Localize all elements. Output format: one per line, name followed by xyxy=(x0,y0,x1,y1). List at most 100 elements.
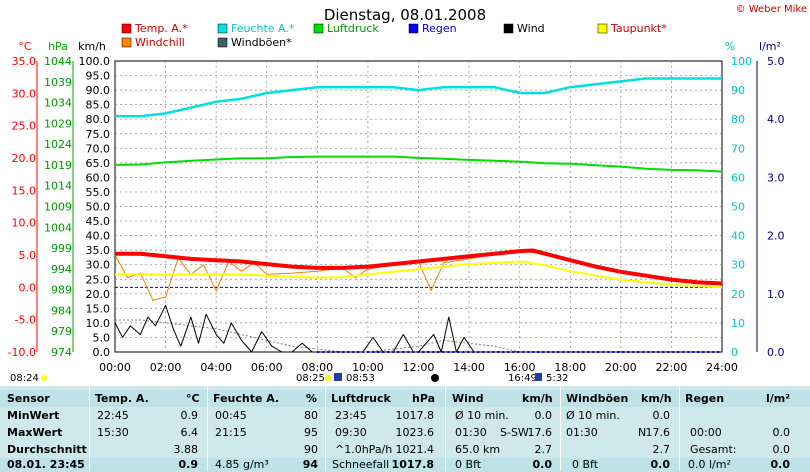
tick-temp: 0.0 xyxy=(19,281,37,294)
tick-x: 18:00 xyxy=(554,361,586,374)
legend-label: Taupunkt* xyxy=(610,22,667,35)
statistics-table: Sensor Temp. A. °C Feuchte A. % Luftdruc… xyxy=(0,386,810,472)
tick-pressure: 1019 xyxy=(44,159,72,172)
tick-pressure: 1034 xyxy=(44,97,72,110)
wind-label: 65.0 km xyxy=(455,443,501,456)
tick-rain: 0.0 xyxy=(767,346,785,359)
temp-value: 0.9 xyxy=(178,458,199,471)
tick-temp: 20.0 xyxy=(12,152,37,165)
tick-wind: 5.0 xyxy=(93,331,111,344)
tick-wind: 15.0 xyxy=(86,302,111,315)
wind-label: 01:30 xyxy=(455,426,487,439)
table-row-current: 08.01. 23:45 0.9 4.85 g/m³ 94 Schneefall… xyxy=(0,458,810,472)
series-line xyxy=(115,248,723,286)
legend-swatch xyxy=(503,23,514,34)
pressure-value: 1017.8 xyxy=(391,458,434,471)
table-row: Durchschnitt 3.88 90 ^1.0hPa/h 1021.4 65… xyxy=(0,441,810,458)
tick-wind: 85.0 xyxy=(86,99,111,112)
legend-swatch xyxy=(597,23,608,34)
legend-label: Regen xyxy=(422,22,457,35)
gust-label: Ø 10 min. xyxy=(566,409,620,422)
legend-swatch xyxy=(121,23,132,34)
tick-x: 00:00 xyxy=(99,361,131,374)
row-label: Durchschnitt xyxy=(7,443,87,456)
tick-wind: 20.0 xyxy=(86,288,111,301)
table-row: MaxWert 15:30 6.4 21:15 95 09:30 1023.6 … xyxy=(0,424,810,441)
table-row: MinWert 22:45 0.9 00:45 80 23:45 1017.8 … xyxy=(0,407,810,424)
sun-icon xyxy=(325,375,331,381)
tick-humidity: 60 xyxy=(731,171,745,184)
tick-rain: 2.0 xyxy=(767,230,785,243)
gust-value: 17.6 xyxy=(645,426,671,439)
gust-value: 0.0 xyxy=(650,458,671,471)
series-line xyxy=(115,319,722,353)
legend-label: Temp. A.* xyxy=(134,22,188,35)
pressure-time: 23:45 xyxy=(335,409,367,422)
new-moon-icon xyxy=(431,374,439,382)
legend-label: Luftdruck xyxy=(327,22,379,35)
weather-chart: Dienstag, 08.01.2008 © Weber Mike Temp. A.… xyxy=(8,4,807,384)
marker-label: 5:32 xyxy=(546,373,568,384)
humidity-abs: 4.85 g/m³ xyxy=(215,458,269,471)
tick-x: 02:00 xyxy=(150,361,182,374)
tick-pressure: 979 xyxy=(51,325,72,338)
tick-temp: -10.0 xyxy=(8,346,36,359)
axis-label-humidity: % xyxy=(725,40,735,53)
tick-pressure: 994 xyxy=(51,263,72,276)
tick-x: 16:00 xyxy=(504,361,536,374)
row-label: 08.01. 23:45 xyxy=(7,458,85,471)
marker-label: 08:24 xyxy=(10,373,39,384)
tick-wind: 40.0 xyxy=(86,230,111,243)
row-label: MaxWert xyxy=(7,426,63,439)
axis-label-wind: km/h xyxy=(78,40,106,53)
temp-value: 0.9 xyxy=(180,409,199,422)
header-pressure-unit: hPa xyxy=(412,392,436,405)
gust-value: 0.0 xyxy=(652,409,671,422)
header-humidity-unit: % xyxy=(306,392,318,405)
marker-label: 16:49 xyxy=(508,373,537,384)
temp-value: 6.4 xyxy=(180,426,199,439)
series-line xyxy=(114,155,723,173)
header-gust-unit: km/h xyxy=(641,392,672,405)
tick-wind: 75.0 xyxy=(86,128,111,141)
tick-temp: 5.0 xyxy=(19,249,37,262)
weather-forecast: Schneefall xyxy=(332,458,390,471)
pressure-value: 1021.4 xyxy=(395,443,435,456)
header-gust: Windböen xyxy=(566,392,629,405)
wind-direction: S-SW xyxy=(500,426,529,439)
legend-swatch xyxy=(408,23,419,34)
tick-humidity: 30 xyxy=(731,259,745,272)
tick-x: 06:00 xyxy=(251,361,283,374)
tick-humidity: 20 xyxy=(731,288,745,301)
rain-value: 0.0 xyxy=(770,458,791,471)
tick-wind: 55.0 xyxy=(86,186,111,199)
header-rain-unit: l/m² xyxy=(766,392,791,405)
moon-phase-icon xyxy=(334,373,342,381)
tick-humidity: 10 xyxy=(731,317,745,330)
wind-label: 0 Bft xyxy=(455,458,482,471)
pressure-time: 09:30 xyxy=(335,426,367,439)
header-pressure: Luftdruck xyxy=(331,392,391,405)
sunrise-icon xyxy=(41,375,47,381)
gust-label: 01:30 xyxy=(566,426,598,439)
gust-value: 2.7 xyxy=(652,443,671,456)
temp-value: 3.88 xyxy=(173,443,199,456)
tick-pressure: 1044 xyxy=(44,55,72,68)
tick-wind: 95.0 xyxy=(86,70,111,83)
tick-temp: 30.0 xyxy=(12,87,37,100)
tick-temp: -5.0 xyxy=(15,314,36,327)
tick-humidity: 40 xyxy=(731,230,745,243)
header-humidity: Feuchte A. xyxy=(213,392,280,405)
wind-label: Ø 10 min. xyxy=(455,409,509,422)
header-temp-unit: °C xyxy=(186,392,200,405)
wind-value: 0.0 xyxy=(534,409,553,422)
tick-x: 08:00 xyxy=(301,361,333,374)
tick-temp: 15.0 xyxy=(12,184,37,197)
rain-value: 0.0 xyxy=(772,426,791,439)
tick-x: 10:00 xyxy=(352,361,384,374)
tick-humidity: 80 xyxy=(731,113,745,126)
row-label: MinWert xyxy=(7,409,60,422)
axis-label-pressure: hPa xyxy=(48,40,68,53)
axis-label-temp: °C xyxy=(18,40,32,53)
tick-wind: 70.0 xyxy=(86,142,111,155)
